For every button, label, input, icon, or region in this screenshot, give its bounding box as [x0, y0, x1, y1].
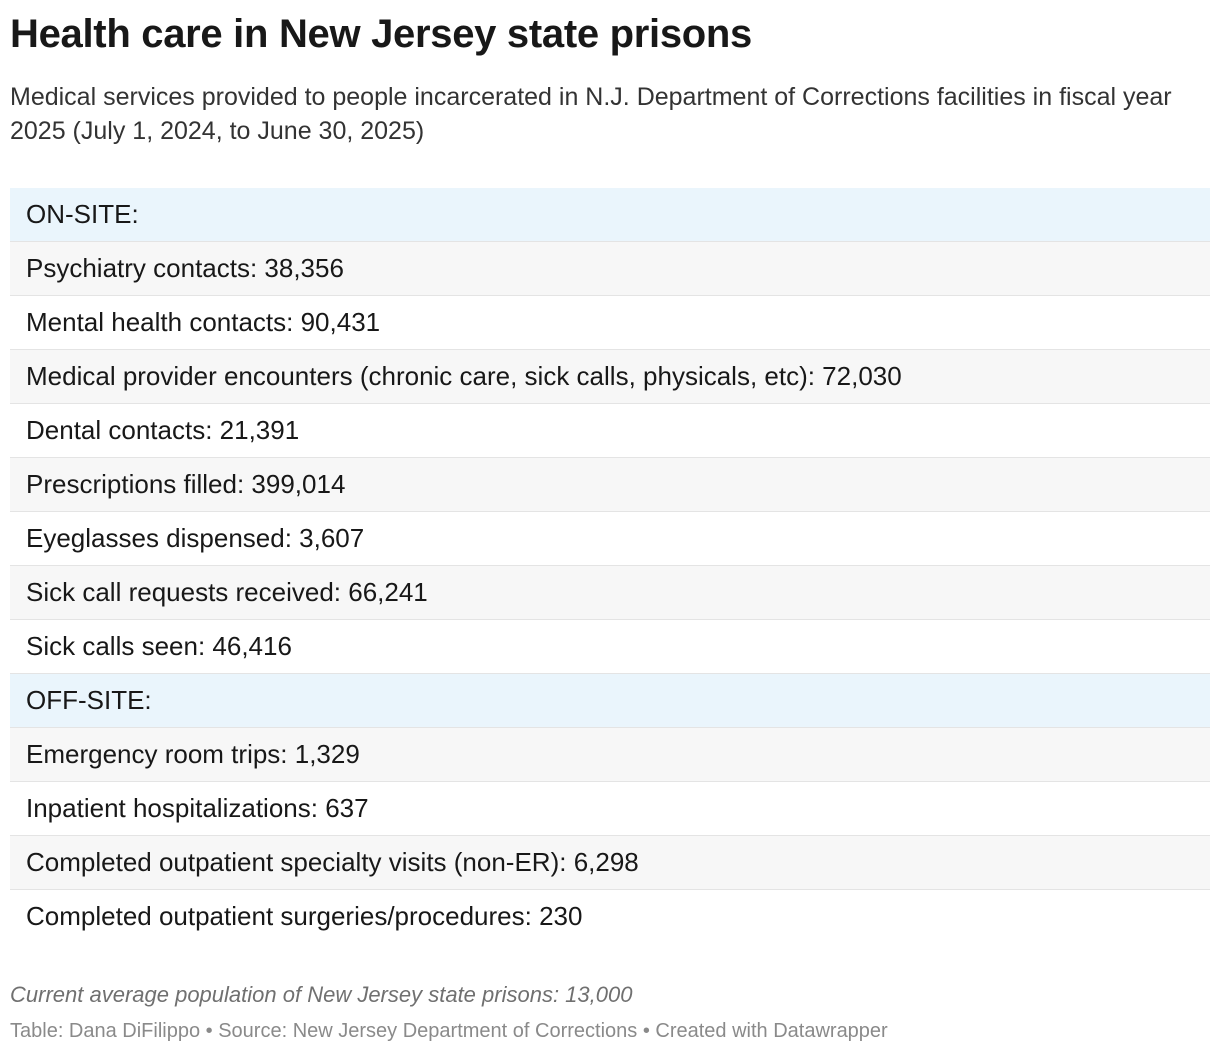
table-row: Prescriptions filled: 399,014: [10, 458, 1210, 512]
table-row: Sick calls seen: 46,416: [10, 620, 1210, 674]
table-row: Dental contacts: 21,391: [10, 404, 1210, 458]
section-header-row: ON-SITE:: [10, 188, 1210, 242]
table-row: Emergency room trips: 1,329: [10, 728, 1210, 782]
table-row: Inpatient hospitalizations: 637: [10, 782, 1210, 836]
data-table: ON-SITE: Psychiatry contacts: 38,356 Menta…: [10, 188, 1210, 943]
table-row: Psychiatry contacts: 38,356: [10, 242, 1210, 296]
chart-title: Health care in New Jersey state prisons: [10, 12, 752, 56]
table-row: Sick call requests received: 66,241: [10, 566, 1210, 620]
footnote: Current average population of New Jersey…: [10, 982, 633, 1007]
table-row: Medical provider encounters (chronic car…: [10, 350, 1210, 404]
credits-line: Table: Dana DiFilippo • Source: New Jers…: [10, 1020, 888, 1042]
table-row: Completed outpatient surgeries/procedure…: [10, 890, 1210, 943]
table-row: Eyeglasses dispensed: 3,607: [10, 512, 1210, 566]
section-header-row: OFF-SITE:: [10, 674, 1210, 728]
chart-subtitle: Medical services provided to people inca…: [10, 83, 1172, 145]
table-row: Mental health contacts: 90,431: [10, 296, 1210, 350]
table-row: Completed outpatient specialty visits (n…: [10, 836, 1210, 890]
